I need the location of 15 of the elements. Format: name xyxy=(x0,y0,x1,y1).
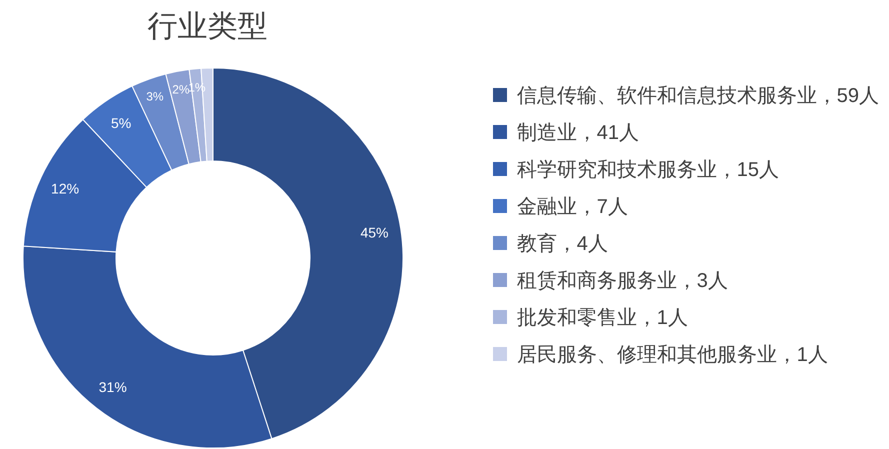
data-label: 45% xyxy=(360,224,389,240)
legend-label: 金融业，7人 xyxy=(516,194,628,220)
data-label: 2% xyxy=(172,82,190,97)
data-label: 3% xyxy=(146,90,164,104)
legend-label: 教育，4人 xyxy=(516,232,608,256)
chart-title: 行业类型 xyxy=(146,9,268,45)
legend-label: 居民服务、修理和其他服务业，1人 xyxy=(516,342,828,368)
legend-label: 科学研究和技术服务业，15人 xyxy=(516,158,779,182)
data-label: 5% xyxy=(110,114,132,131)
legend-label: 批发和零售业，1人 xyxy=(516,306,688,330)
data-label: 31% xyxy=(98,379,127,396)
legend-label: 租赁和商务服务业，3人 xyxy=(516,268,728,294)
legend-label: 制造业，41人 xyxy=(516,120,639,146)
legend-label: 信息传输、软件和信息技术服务业，59人 xyxy=(516,84,879,108)
data-label: 12% xyxy=(51,180,80,196)
